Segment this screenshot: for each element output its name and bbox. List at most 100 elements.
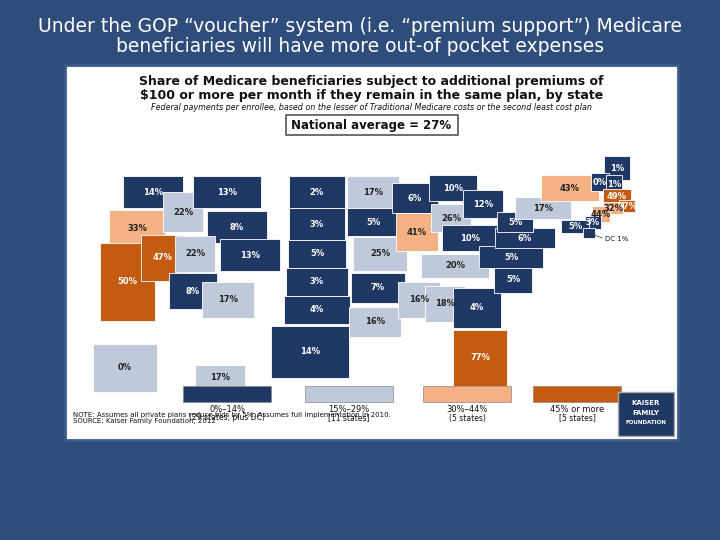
Bar [347, 208, 399, 236]
Bar [163, 192, 203, 232]
Bar [271, 326, 349, 378]
Text: 3%: 3% [586, 218, 600, 226]
Text: 17%: 17% [363, 187, 383, 197]
Bar [533, 386, 621, 402]
Bar [429, 175, 477, 201]
Text: KAISER: KAISER [632, 400, 660, 406]
Bar [286, 268, 348, 296]
Text: 5%: 5% [506, 275, 520, 285]
Text: $100 or more per month if they remain in the same plan, by state: $100 or more per month if they remain in… [140, 89, 603, 102]
Bar [284, 296, 350, 324]
Bar [175, 236, 215, 272]
Text: 16%: 16% [409, 295, 429, 305]
Text: 47%: 47% [153, 253, 173, 262]
Bar [619, 200, 635, 212]
Bar [123, 176, 183, 208]
Text: Share of Medicare beneficiaries subject to additional premiums of: Share of Medicare beneficiaries subject … [139, 75, 604, 88]
Bar [463, 190, 503, 218]
Bar [585, 215, 601, 228]
Bar [561, 219, 589, 233]
Text: 5%: 5% [504, 253, 518, 261]
Bar [592, 206, 610, 222]
Bar [351, 273, 405, 303]
Bar [289, 176, 345, 208]
Text: [5 states]: [5 states] [559, 414, 595, 422]
Bar [289, 208, 345, 240]
Bar [442, 225, 498, 251]
Text: 26%: 26% [441, 213, 461, 222]
Bar [515, 197, 571, 219]
Text: 32%: 32% [603, 204, 623, 213]
Bar [65, 65, 678, 440]
Text: 0%–14%: 0%–14% [209, 404, 245, 414]
Text: 17%: 17% [218, 295, 238, 305]
Text: 22%: 22% [173, 207, 193, 217]
Text: (29 states, plus DC): (29 states, plus DC) [189, 414, 265, 422]
Text: 0%: 0% [593, 178, 607, 186]
Text: FOUNDATION: FOUNDATION [626, 421, 667, 426]
Text: 0%: 0% [118, 363, 132, 373]
Bar [288, 240, 346, 268]
Text: (5 states): (5 states) [449, 414, 485, 422]
Bar [220, 239, 280, 271]
Text: 50%: 50% [117, 278, 137, 287]
Bar [495, 228, 555, 248]
Bar [169, 273, 217, 309]
Bar [583, 228, 595, 238]
Text: 15%–29%: 15%–29% [328, 404, 369, 414]
Bar [93, 344, 157, 392]
Bar [479, 246, 543, 268]
Bar [431, 204, 471, 232]
Text: FAMILY: FAMILY [632, 410, 660, 416]
Bar [99, 243, 155, 321]
Bar [604, 156, 630, 180]
Text: 2%: 2% [310, 187, 324, 197]
Text: 1%: 1% [607, 179, 621, 188]
Text: 6%: 6% [518, 233, 532, 242]
Text: 3%: 3% [310, 219, 324, 228]
Bar [421, 254, 489, 278]
Bar [353, 237, 407, 271]
Text: [11 states]: [11 states] [328, 414, 370, 422]
Text: 5%: 5% [366, 218, 380, 226]
Bar [425, 286, 465, 322]
Text: 33%: 33% [127, 224, 147, 233]
Text: 18%: 18% [435, 300, 455, 308]
Text: 6%: 6% [408, 193, 422, 202]
Bar [497, 212, 533, 232]
Text: 8%: 8% [186, 287, 200, 295]
Bar [453, 330, 507, 386]
Bar [606, 175, 622, 193]
Bar [183, 386, 271, 402]
Bar [398, 282, 440, 318]
Bar [603, 189, 631, 203]
Text: 17%: 17% [210, 374, 230, 382]
Text: DC 1%: DC 1% [605, 236, 629, 242]
Bar [603, 202, 623, 214]
Text: 16%: 16% [365, 318, 385, 327]
Text: 8%: 8% [230, 222, 244, 232]
Text: beneficiaries will have more out-of pocket expenses: beneficiaries will have more out-of pock… [116, 37, 604, 57]
Bar [453, 288, 501, 328]
Text: 45% or more: 45% or more [550, 404, 604, 414]
Text: 43%: 43% [560, 184, 580, 192]
Text: 13%: 13% [240, 251, 260, 260]
Text: 44%: 44% [591, 210, 611, 219]
Text: 20%: 20% [445, 261, 465, 271]
Text: 10%: 10% [460, 233, 480, 242]
Text: 1%: 1% [610, 164, 624, 172]
Bar [618, 392, 674, 436]
Text: 3%: 3% [310, 278, 324, 287]
Bar [423, 386, 511, 402]
Text: National average = 27%: National average = 27% [292, 118, 451, 132]
Text: 14%: 14% [143, 187, 163, 197]
Text: Federal payments per enrollee, based on the lesser of Traditional Medicare costs: Federal payments per enrollee, based on … [151, 103, 592, 112]
Bar [207, 211, 267, 243]
Bar [193, 176, 261, 208]
Text: Under the GOP “voucher” system (i.e. “premium support”) Medicare: Under the GOP “voucher” system (i.e. “pr… [38, 17, 682, 37]
Text: 12%: 12% [473, 199, 493, 208]
Text: 77%: 77% [470, 354, 490, 362]
Text: 17%: 17% [533, 204, 553, 213]
Text: NOTE: Assumes all private plans reduce bids by 5%. Assumes full implementation i: NOTE: Assumes all private plans reduce b… [73, 411, 391, 424]
Bar [347, 176, 399, 208]
